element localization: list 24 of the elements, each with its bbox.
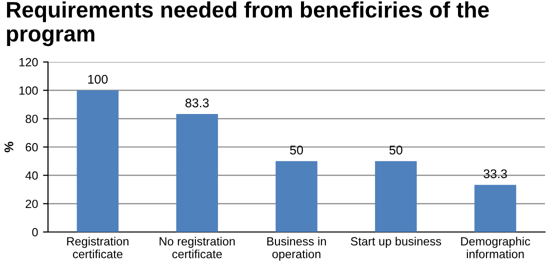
bar <box>276 161 318 232</box>
y-tick-label: 80 <box>26 114 38 124</box>
bar <box>375 161 417 232</box>
x-tick-label: Start up business <box>350 236 442 248</box>
bar <box>176 114 218 232</box>
y-tick-label: 120 <box>19 58 38 66</box>
y-axis-title: % <box>4 142 14 152</box>
data-label: 50 <box>290 146 303 155</box>
x-tick-label: Registration certificate <box>67 236 128 258</box>
data-label: 100 <box>88 74 108 84</box>
bar <box>474 184 516 232</box>
y-tick-label: 20 <box>26 200 38 208</box>
bar <box>76 90 119 232</box>
data-label: 83.3 <box>185 98 209 108</box>
y-tick-label: 40 <box>25 171 38 180</box>
x-tick-label: Business in operation <box>267 236 326 261</box>
x-tick-label: Demographic information <box>461 236 530 258</box>
data-label: 50 <box>389 146 402 155</box>
y-tick-label: 0 <box>32 228 38 236</box>
chart-title: Requirements needed from beneficiries of the program <box>7 1 489 46</box>
x-tick-label: No registration certificate <box>160 236 235 258</box>
data-label: 33.3 <box>484 169 507 178</box>
y-tick-label: 100 <box>19 86 38 95</box>
y-tick-label: 60 <box>26 143 38 152</box>
